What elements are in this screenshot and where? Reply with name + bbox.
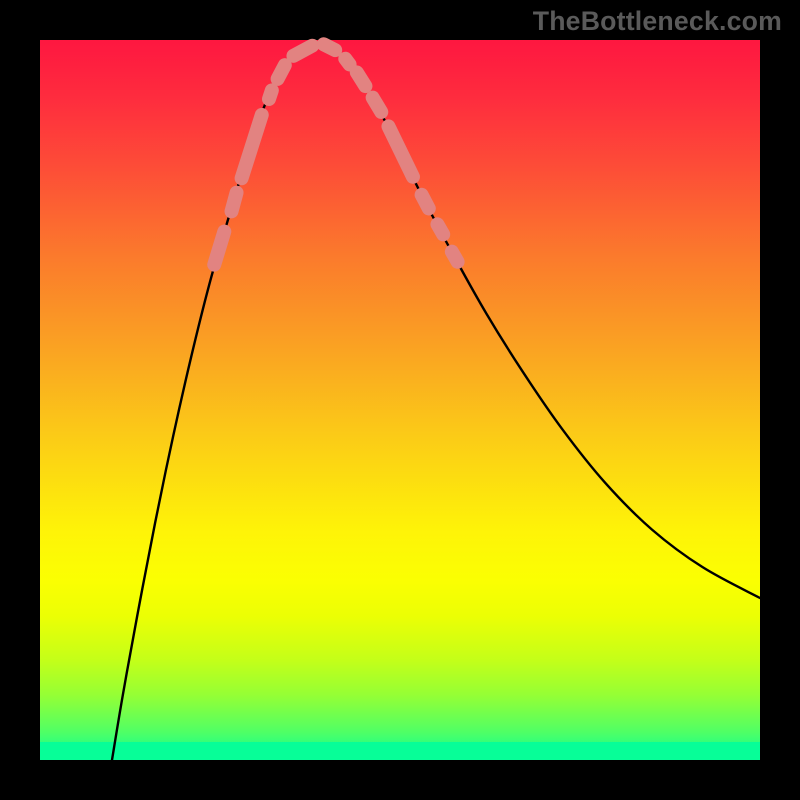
marker-segment [437,224,443,234]
marker-segment [452,252,458,262]
marker-series-0 [214,44,457,264]
plot-area [40,40,760,760]
marker-segment [324,44,336,50]
marker-segment [293,46,312,56]
marker-segment [373,98,382,112]
marker-segment [357,72,366,86]
chart-canvas [40,40,760,760]
marker-segment [388,126,412,176]
marker-segment [422,195,429,209]
marker-segment [242,115,262,178]
marker-segment [214,232,224,265]
watermark-text: TheBottleneck.com [533,6,782,37]
bottleneck-curve [112,44,760,760]
marker-segment [345,59,349,65]
marker-segment [269,90,272,99]
marker-segment [232,193,237,212]
stage: TheBottleneck.com [0,0,800,800]
bottom-band [40,742,760,760]
marker-segment [278,65,285,79]
